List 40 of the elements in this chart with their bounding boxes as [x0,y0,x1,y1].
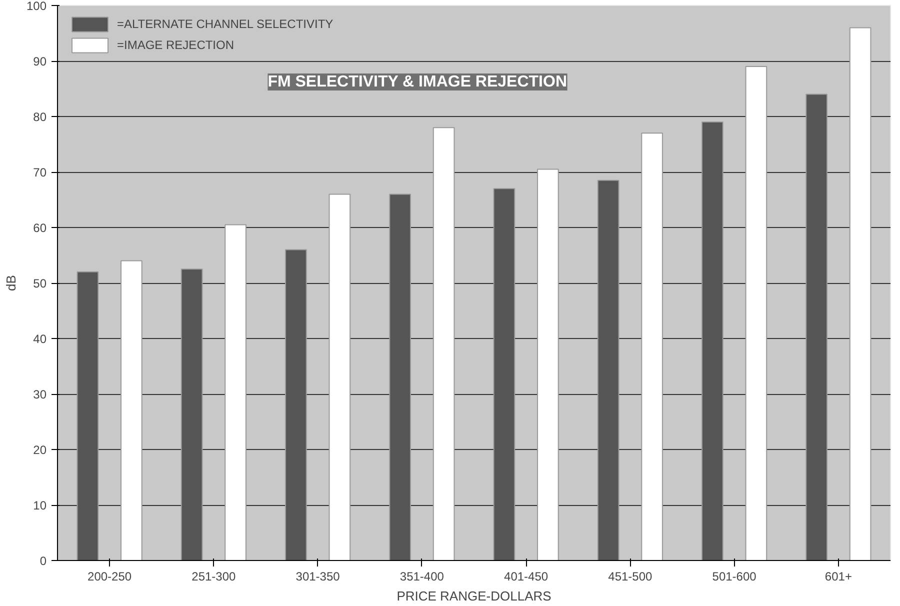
x-tick-label: 351-400 [400,570,444,584]
y-tick-label: 20 [33,443,47,457]
y-tick-label: 60 [33,221,47,235]
y-axis-title: dB [3,275,18,291]
y-tick-label: 10 [33,498,47,512]
y-tick-label: 30 [33,388,47,402]
y-tick-label: 50 [33,276,47,290]
bar [120,260,142,560]
bar [328,194,351,560]
y-tick-label: 70 [33,166,47,180]
bar [849,27,872,560]
bar [224,224,246,560]
y-tick-label: 40 [33,332,47,346]
x-axis-title: PRICE RANGE-DOLLARS [396,588,552,604]
bar [597,180,620,560]
x-tick-label: 451-500 [608,570,653,584]
y-tick-label: 100 [26,0,47,13]
bar [702,122,724,560]
bar [806,94,828,560]
bar [537,168,559,560]
bar [76,271,99,560]
bar [493,188,516,560]
x-tick-label: 401-450 [504,570,548,584]
x-tick-label: 501-600 [712,570,757,584]
x-tick-label: 601+ [824,570,852,584]
bar [745,66,768,560]
legend-label: =ALTERNATE CHANNEL SELECTIVITY [117,17,334,31]
y-tick-label: 0 [40,554,47,568]
legend-label: =IMAGE REJECTION [117,38,234,52]
bar [180,268,203,560]
y-tick-label: 80 [33,110,47,124]
bar [389,194,411,560]
x-tick-label: 301-350 [296,570,340,584]
text: FM SELECTIVITY & IMAGE REJECTION [268,74,568,90]
x-tick-label: 200-250 [88,570,132,584]
bar [641,132,663,560]
bar [432,127,455,560]
x-tick-label: 251-300 [192,570,236,584]
y-tick-label: 90 [33,54,47,68]
bar [285,249,307,560]
